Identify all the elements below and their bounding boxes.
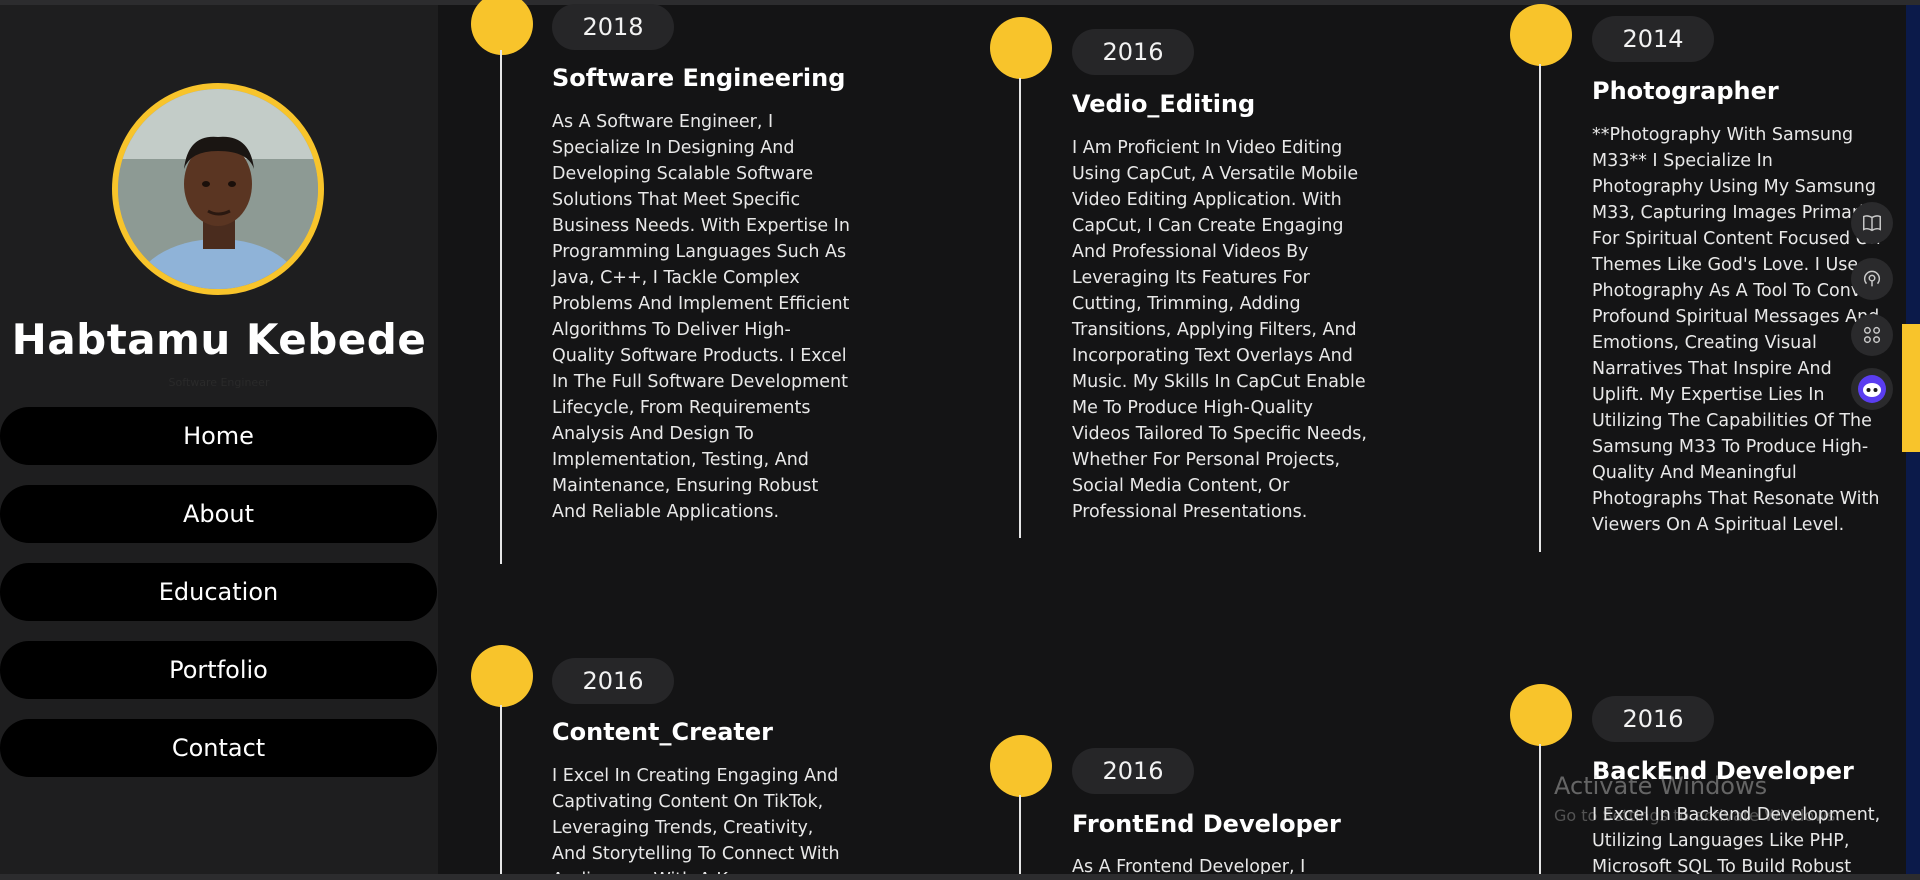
activate-windows-title: Activate Windows [1554,772,1768,800]
timeline-dot [990,17,1052,79]
timeline-line [1539,64,1541,552]
timeline-year: 2016 [1592,696,1714,742]
timeline-line [1019,795,1021,875]
timeline-title: Content_Creater [552,718,774,746]
timeline-year: 2016 [552,658,674,704]
window-bottom-edge [0,874,1920,880]
activate-windows-subtitle: Go to Settings to activate Windows. [1554,806,1841,825]
timeline-description: As A Frontend Developer, I [1072,857,1306,874]
timeline-description: As A Software Engineer, I Specialize In … [552,112,850,522]
profile-name: Habtamu Kebede [11,315,427,364]
timeline-year: 2016 [1072,748,1194,794]
timeline-line [1019,78,1021,538]
timeline-title: Vedio_Editing [1072,90,1256,118]
nav-item-portfolio[interactable]: Portfolio [0,641,437,699]
timeline-line [500,50,502,564]
timeline-description: **Photography With Samsung M33** I Speci… [1592,125,1883,535]
timeline-line [1539,744,1541,875]
timeline-year: 2014 [1592,16,1714,62]
timeline-dot [471,0,533,55]
timeline-dot [471,645,533,707]
nav-item-home[interactable]: Home [0,407,437,465]
apps-grid-icon[interactable] [1851,314,1893,356]
timeline-title: Photographer [1592,77,1779,105]
timeline-dot [990,735,1052,797]
nav-item-contact[interactable]: Contact [0,719,437,777]
timeline-title: Software Engineering [552,64,846,92]
timeline-year: 2016 [1072,29,1194,75]
podcast-icon[interactable] [1851,258,1893,300]
timeline-line [500,705,502,875]
sidebar: Habtamu Kebede Software Engineer Home Ab… [0,5,438,874]
scroll-thumb[interactable] [1902,324,1920,452]
profile-role: Software Engineer [168,376,270,389]
timeline-dot [1510,4,1572,66]
timeline-dot [1510,684,1572,746]
assistant-bot-icon[interactable] [1851,368,1893,410]
timeline-title: FrontEnd Developer [1072,810,1341,838]
nav-item-about[interactable]: About [0,485,437,543]
profile-avatar [112,83,324,295]
timeline-description: I Am Proficient In Video Editing Using C… [1072,138,1367,522]
timeline-year: 2018 [552,4,674,50]
avatar-photo [118,89,318,289]
timeline-description: I Excel In Creating Engaging And Captiva… [552,766,840,874]
window-top-edge [0,0,1920,5]
book-icon[interactable] [1851,202,1893,244]
nav-item-education[interactable]: Education [0,563,437,621]
timeline-description: I Excel In Backend Development, Utilizin… [1592,805,1881,874]
timeline-title: BackEnd Developer [1592,757,1854,785]
